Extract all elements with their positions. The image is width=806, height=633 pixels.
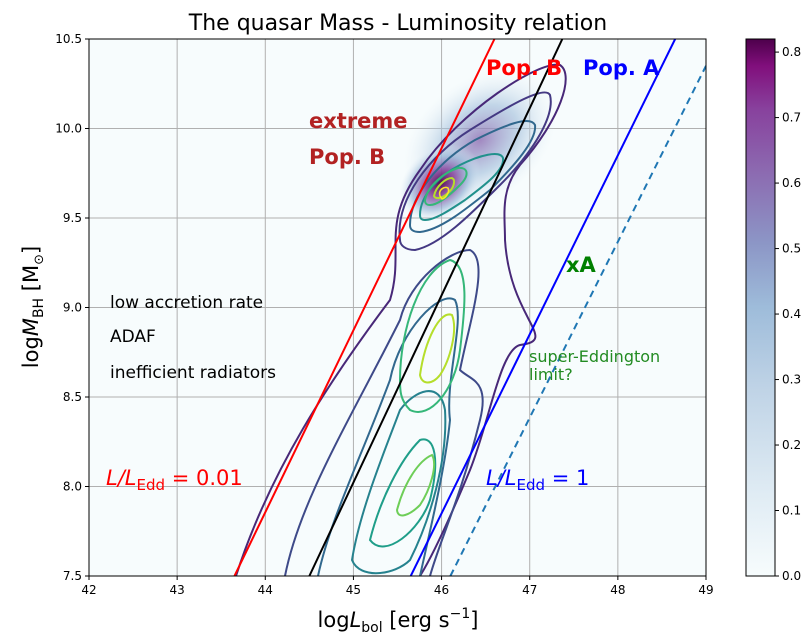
annotation-edd-1-sub: Edd <box>516 476 545 494</box>
x-tick-label: 42 <box>81 583 96 597</box>
x-axis-label: logLbol [erg s−1] <box>318 606 479 633</box>
contour-up-4 <box>423 166 468 207</box>
colorbar <box>745 38 776 577</box>
x-tick-labels: 42 43 44 45 46 47 48 49 <box>81 576 714 597</box>
y-axis-label-sun: ⊙ <box>32 254 47 265</box>
colorbar-tick-label: 0.6 <box>782 176 801 190</box>
reference-line-pop-a-pop-b-boundary <box>308 39 564 576</box>
x-axis-label-unit: [erg s <box>383 608 450 632</box>
x-tick-label: 45 <box>346 583 361 597</box>
x-tick-label: 48 <box>610 583 625 597</box>
y-axis-label-unit: [M <box>19 265 43 298</box>
annotation-edd-001-val: = 0.01 <box>165 466 243 490</box>
contour-mid-1 <box>398 258 466 413</box>
annotation-edd-001-var: L/L <box>106 466 136 490</box>
y-axis-label-close: ] <box>19 246 43 254</box>
x-tick-label: 47 <box>522 583 537 597</box>
annotation-edd-1: L/LEdd = 1 <box>486 466 589 494</box>
x-axis-label-sup: −1 <box>450 606 471 622</box>
annotation-extreme: extreme <box>309 109 408 133</box>
colorbar-tick-label: 0.4 <box>782 307 801 321</box>
y-tick-label: 9.0 <box>63 301 82 315</box>
chart-title: The quasar Mass - Luminosity relation <box>188 11 607 36</box>
colorbar-tick-label: 0.1 <box>782 504 801 518</box>
y-tick-label: 8.5 <box>63 390 82 404</box>
annotation-edd-001-sub: Edd <box>136 476 165 494</box>
density-map <box>233 39 706 576</box>
x-axis-label-close: ] <box>470 608 478 632</box>
annotation-super-eddington: super-Eddington <box>529 347 660 366</box>
colorbar-tick-label: 0.5 <box>782 242 801 256</box>
annotation-low-accretion: low accretion rate <box>110 293 263 313</box>
annotation-edd-001: L/LEdd = 0.01 <box>106 466 243 494</box>
y-tick-label: 7.5 <box>63 569 82 583</box>
colorbar-tick-label: 0.0 <box>782 569 801 583</box>
y-axis-label-sub: BH <box>31 298 47 318</box>
contour-level-5 <box>368 438 437 548</box>
contour-up-5 <box>432 176 456 200</box>
reference-line-l-ledd-0-01 <box>233 39 496 576</box>
x-tick-label: 49 <box>698 583 713 597</box>
colorbar-tick-label: 0.2 <box>782 438 801 452</box>
contour-level-6 <box>395 453 436 517</box>
contour-mid-2 <box>418 313 456 384</box>
annotation-edd-1-var: L/L <box>486 466 516 490</box>
contour-up-2 <box>408 120 537 234</box>
annotation-limit: limit? <box>529 365 573 384</box>
y-axis-label-var: M <box>19 318 43 336</box>
contour-up-6 <box>438 186 450 200</box>
colorbar-tick-label: 0.7 <box>782 111 801 125</box>
y-tick-label: 8.0 <box>63 480 82 494</box>
colorbar-tick-label: 0.3 <box>782 373 801 387</box>
x-tick-label: 44 <box>258 583 273 597</box>
x-axis-label-var: L <box>350 608 362 632</box>
y-axis-label: logMBH [M⊙] <box>19 246 47 368</box>
reference-line-l-ledd-1 <box>409 39 677 576</box>
colorbar-tick-label: 0.8 <box>782 45 801 59</box>
x-tick-label: 46 <box>434 583 449 597</box>
annotation-edd-1-val: = 1 <box>545 466 589 490</box>
y-tick-label: 9.5 <box>63 211 82 225</box>
reference-lines <box>233 39 706 576</box>
annotation-xa: xA <box>566 253 597 277</box>
contour-level-4 <box>350 390 447 575</box>
annotation-adaf: ADAF <box>110 327 156 347</box>
contour-level-1 <box>235 63 567 576</box>
y-tick-label: 10.0 <box>55 122 82 136</box>
annotation-pop-b: Pop. B <box>486 56 562 80</box>
contour-level-3 <box>317 297 459 576</box>
x-axis-label-log: log <box>318 608 350 632</box>
annotation-extreme-pop-b: Pop. B <box>309 145 385 169</box>
annotation-pop-a: Pop. A <box>583 56 660 80</box>
y-tick-labels: 7.5 8.0 8.5 9.0 9.5 10.0 10.5 <box>55 32 89 583</box>
y-tick-label: 10.5 <box>55 32 82 46</box>
colorbar-ticks: 0.0 0.1 0.2 0.3 0.4 0.5 0.6 0.7 0.8 <box>775 45 801 583</box>
annotation-inefficient: inefficient radiators <box>110 363 276 383</box>
x-axis-label-sub: bol <box>361 620 382 633</box>
y-axis-label-log: log <box>19 336 43 368</box>
x-tick-label: 43 <box>170 583 185 597</box>
